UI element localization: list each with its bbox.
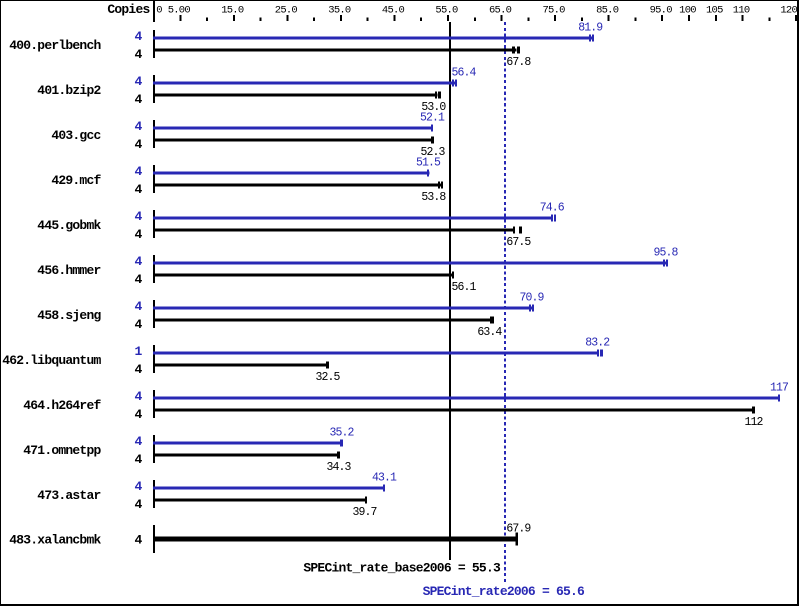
svg-text:112: 112: [744, 416, 763, 429]
svg-text:4: 4: [134, 272, 142, 287]
svg-text:4: 4: [134, 182, 142, 197]
svg-text:4: 4: [134, 164, 142, 179]
svg-text:4: 4: [134, 137, 142, 152]
svg-text:67.5: 67.5: [506, 236, 531, 249]
svg-text:SPECint_rate2006 = 65.6: SPECint_rate2006 = 65.6: [423, 584, 585, 599]
svg-text:4: 4: [134, 362, 142, 377]
svg-text:4: 4: [134, 29, 142, 44]
svg-text:55.0: 55.0: [435, 5, 458, 17]
svg-text:83.2: 83.2: [585, 337, 610, 350]
svg-text:4: 4: [134, 209, 142, 224]
svg-text:0: 0: [156, 5, 162, 17]
svg-text:462.libquantum: 462.libquantum: [2, 353, 101, 368]
svg-text:456.hmmer: 456.hmmer: [37, 263, 100, 278]
svg-text:403.gcc: 403.gcc: [51, 128, 101, 143]
svg-text:Copies: Copies: [107, 2, 150, 17]
svg-text:100: 100: [679, 5, 696, 17]
svg-text:95.8: 95.8: [653, 247, 678, 260]
svg-text:4: 4: [134, 533, 142, 548]
svg-text:483.xalancbmk: 483.xalancbmk: [9, 533, 101, 548]
svg-text:4: 4: [134, 299, 142, 314]
svg-text:25.0: 25.0: [275, 5, 298, 17]
svg-text:105: 105: [706, 5, 723, 17]
svg-text:52.3: 52.3: [420, 146, 445, 159]
svg-text:445.gobmk: 445.gobmk: [37, 218, 101, 233]
svg-text:4: 4: [134, 452, 142, 467]
svg-text:45.0: 45.0: [382, 5, 405, 17]
svg-text:52.1: 52.1: [420, 112, 445, 125]
svg-text:39.7: 39.7: [352, 506, 376, 519]
svg-text:4: 4: [134, 74, 142, 89]
svg-text:34.3: 34.3: [326, 461, 351, 474]
svg-text:110: 110: [733, 5, 750, 17]
svg-text:67.9: 67.9: [506, 523, 531, 536]
svg-text:53.8: 53.8: [421, 191, 446, 204]
svg-text:65.0: 65.0: [489, 5, 512, 17]
svg-text:473.astar: 473.astar: [37, 488, 100, 503]
svg-text:458.sjeng: 458.sjeng: [37, 308, 101, 323]
svg-text:4: 4: [134, 227, 142, 242]
svg-text:117: 117: [770, 382, 788, 395]
svg-text:4: 4: [134, 389, 142, 404]
svg-text:53.0: 53.0: [421, 101, 446, 114]
svg-text:56.1: 56.1: [451, 281, 476, 294]
svg-text:74.6: 74.6: [540, 202, 565, 215]
svg-text:4: 4: [134, 479, 142, 494]
svg-text:1: 1: [134, 344, 142, 359]
svg-text:464.h264ref: 464.h264ref: [23, 398, 101, 413]
svg-text:51.5: 51.5: [416, 157, 441, 170]
svg-text:81.9: 81.9: [578, 22, 603, 35]
svg-text:4: 4: [134, 254, 142, 269]
svg-text:75.0: 75.0: [542, 5, 565, 17]
svg-text:400.perlbench: 400.perlbench: [9, 38, 101, 53]
svg-text:4: 4: [134, 434, 142, 449]
svg-text:4: 4: [134, 47, 142, 62]
svg-text:120: 120: [780, 5, 797, 17]
svg-text:43.1: 43.1: [372, 472, 397, 485]
svg-text:85.0: 85.0: [596, 5, 619, 17]
svg-text:4: 4: [134, 497, 142, 512]
svg-text:SPECint_rate_base2006 = 55.3: SPECint_rate_base2006 = 55.3: [303, 561, 501, 576]
svg-text:4: 4: [134, 119, 142, 134]
svg-text:4: 4: [134, 317, 142, 332]
svg-text:471.omnetpp: 471.omnetpp: [23, 443, 101, 458]
svg-text:5.00: 5.00: [168, 5, 191, 17]
svg-text:63.4: 63.4: [477, 326, 502, 339]
svg-text:95.0: 95.0: [650, 5, 673, 17]
svg-text:70.9: 70.9: [519, 292, 544, 305]
svg-text:67.8: 67.8: [506, 56, 531, 69]
svg-text:32.5: 32.5: [315, 371, 340, 384]
svg-text:429.mcf: 429.mcf: [51, 173, 101, 188]
svg-text:4: 4: [134, 92, 142, 107]
svg-text:401.bzip2: 401.bzip2: [37, 83, 101, 98]
svg-text:35.0: 35.0: [328, 5, 351, 17]
svg-text:4: 4: [134, 407, 142, 422]
svg-text:15.0: 15.0: [221, 5, 244, 17]
svg-text:35.2: 35.2: [329, 427, 354, 440]
svg-text:56.4: 56.4: [451, 67, 476, 80]
